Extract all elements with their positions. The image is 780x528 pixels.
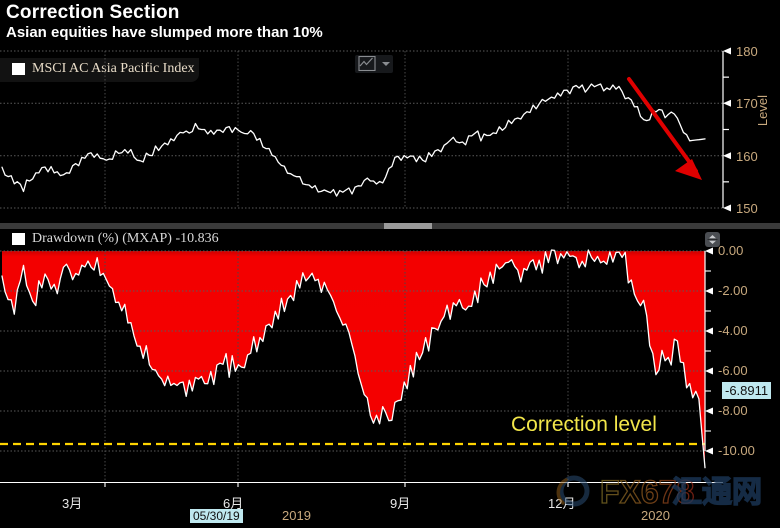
svg-text:汇通网: 汇通网 bbox=[672, 476, 762, 509]
